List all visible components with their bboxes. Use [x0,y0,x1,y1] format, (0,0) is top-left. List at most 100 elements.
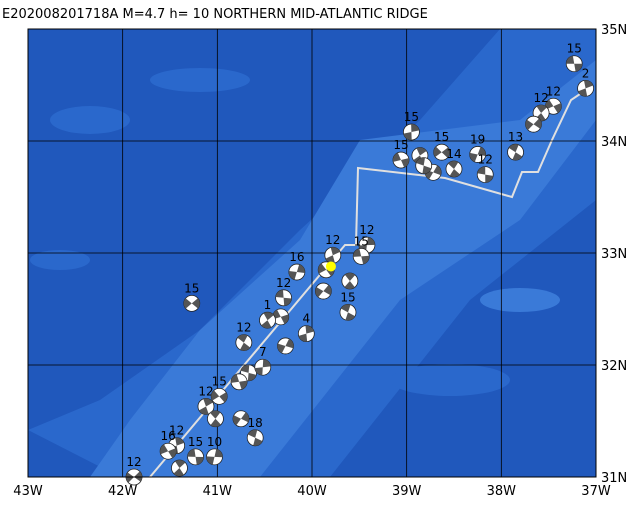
epicenter [325,261,336,272]
beachball-quadrant [323,284,332,296]
depth-label: 12 [169,424,184,438]
depth-label: 14 [446,147,461,161]
depth-label: 15 [212,374,227,388]
focal-mechanism [288,263,306,281]
focal-mechanism [469,146,487,163]
beachball-quadrant [536,105,547,113]
focal-mechanism [246,429,264,447]
beachball-quadrant [298,333,308,342]
focal-mechanism [187,448,204,466]
beachball-quadrant [449,169,460,178]
map-title: E202008201718A M=4.7 h= 10 NORTHERN MID-… [2,7,428,22]
focal-mechanism [297,325,315,343]
y-tick-label: 31N [601,471,627,486]
depth-label: 13 [508,130,523,144]
depth-label: 15 [567,42,582,56]
focal-mechanism [197,398,215,415]
beachball-quadrant [416,157,425,166]
events: 1521212131912151515141215121516124115127… [125,42,594,486]
focal-mechanism [392,151,410,169]
focal-mechanism [545,97,562,115]
beachball-quadrant [400,158,409,168]
depth-label: 2 [582,66,590,80]
focal-mechanism [159,442,177,460]
beachball-quadrant [175,437,185,446]
beachball-quadrant [344,273,356,281]
depth-label: 1 [264,298,272,312]
focal-mechanism [235,334,253,352]
beachball-quadrant [477,146,486,156]
beachball-quadrant [305,325,315,334]
beachball-quadrant [175,460,186,469]
x-tick-label: 41W [203,484,233,499]
focal-mechanism [565,55,583,73]
beachball-quadrant [241,412,249,423]
focal-mechanism [230,373,248,391]
focal-mechanism [445,160,463,178]
beachball-quadrant [422,165,432,174]
beachball-quadrant [330,247,341,256]
beachball-quadrant [231,374,240,383]
depth-label: 15 [340,290,355,304]
focal-mechanism [171,459,188,477]
focal-mechanism [352,247,370,265]
focal-mechanism [577,79,594,97]
y-tick-label: 35N [601,23,627,38]
beachball-quadrant [219,392,228,403]
beachball-quadrant [195,456,204,465]
x-tick-label: 42W [108,484,138,499]
depth-label: 12 [325,233,340,247]
beachball-quadrant [173,468,184,477]
beachball-quadrant [392,152,401,162]
depth-label: 12 [126,455,141,469]
depth-label: 10 [207,435,222,449]
beachball-quadrant [433,146,442,157]
beachball-quadrant [508,144,519,153]
frame [27,28,597,478]
beachball-quadrant [247,372,257,381]
beachball-quadrant [210,410,221,419]
plate-boundary [149,89,587,478]
beachball-quadrant [583,80,594,89]
beachball-quadrant [366,237,375,246]
beachball-quadrant [239,380,248,390]
depth-label: 12 [478,153,493,167]
focal-mechanism [402,123,420,141]
depth-label: 15 [404,110,419,124]
beachball-quadrant [233,415,241,426]
focal-mechanism [232,410,250,428]
beachball-quadrant [315,287,324,298]
depth-label: 16 [289,250,304,264]
y-tick-label: 34N [601,135,627,150]
depth-label: 12 [359,223,374,237]
beachball-quadrant [525,119,534,130]
focal-mechanism [206,448,223,466]
focal-mechanism [254,358,272,376]
beachball-quadrant [206,456,215,465]
beachball-quadrant [353,248,362,257]
beachball-quadrant [183,298,192,309]
beachball-quadrant [469,152,478,162]
depth-label: 15 [354,234,369,248]
x-tick-label: 38W [487,484,517,499]
beachball-quadrant [261,320,272,329]
beachball-quadrant [553,103,562,114]
beachball-quadrant [203,398,213,407]
beachball-quadrant [288,271,297,280]
beachball-quadrant [566,55,575,64]
focal-mechanism [207,410,224,428]
beachball-quadrant [240,364,250,373]
beachball-quadrant [160,444,169,455]
beachball-quadrant [263,312,274,321]
focal-mechanism [525,115,542,133]
y-tick-label: 32N [601,359,627,374]
focal-mechanism [476,166,494,184]
depth-label: 15 [188,435,203,449]
depth-label: 18 [248,416,263,430]
beachball-quadrant [211,390,220,401]
x-tick-label: 37W [581,484,611,499]
beachball-quadrant [574,63,583,72]
beachball-quadrant [187,448,196,457]
beachball-quadrant [214,449,223,458]
